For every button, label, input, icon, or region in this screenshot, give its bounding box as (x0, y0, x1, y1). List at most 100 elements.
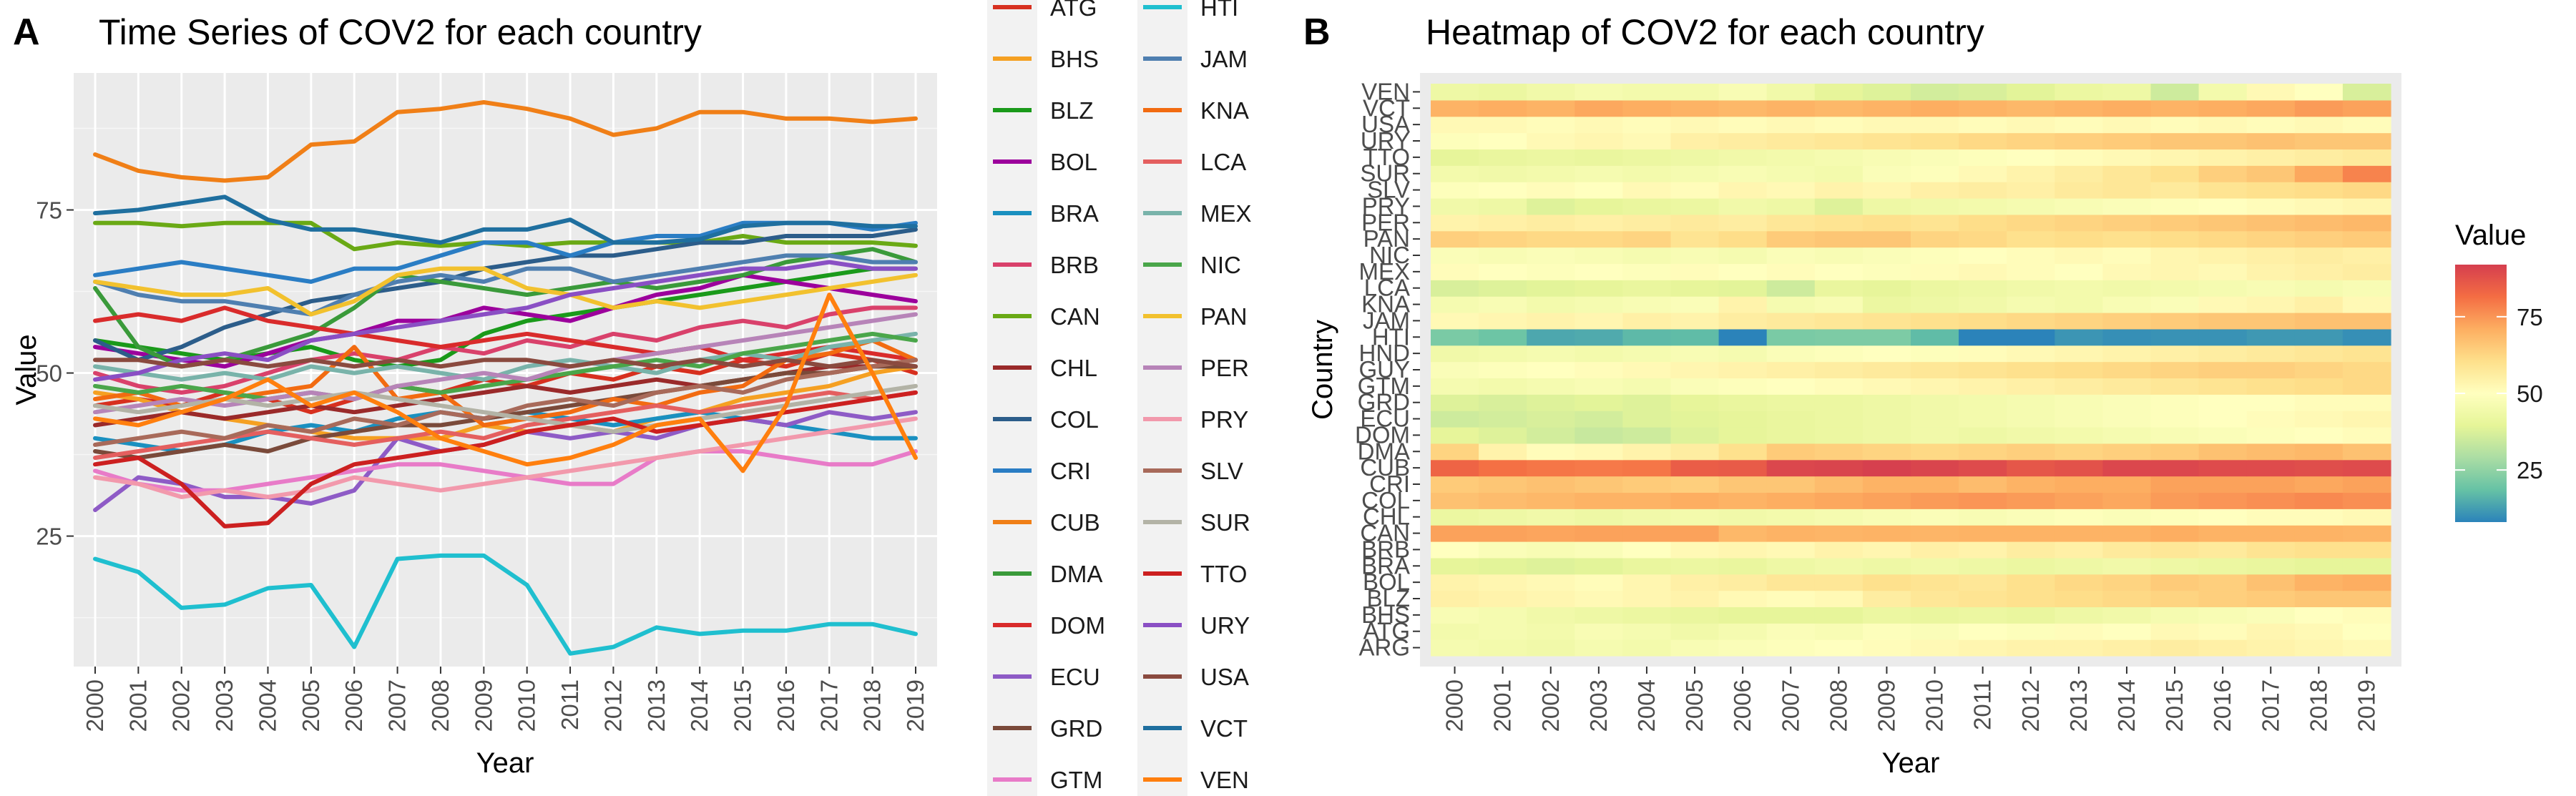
heatmap-cell-pry-2000 (1431, 198, 1479, 215)
chart-a-plot-area (74, 73, 937, 667)
legend-key-background (987, 0, 1037, 796)
y-tick-label-gtm: GTM (1358, 373, 1410, 399)
x-tick-label: 2013 (643, 679, 670, 732)
heatmap-cell-guy-2000 (1431, 361, 1479, 379)
x-tick-label: 2012 (2017, 679, 2044, 732)
heatmap-cell-mex-2001 (1479, 263, 1527, 280)
heatmap-cell-ven-2007 (1766, 84, 1816, 101)
heatmap-cell-pan-2005 (1670, 230, 1720, 248)
heatmap-cell-sur-2003 (1575, 165, 1623, 182)
heatmap-cell-usa-2009 (1862, 116, 1911, 134)
heatmap-cell-sur-2019 (2342, 165, 2391, 182)
heatmap-cell-vct-2010 (1911, 99, 1959, 117)
heatmap-cell-vct-2002 (1527, 99, 1575, 117)
heatmap-cell-hti-2015 (2150, 328, 2200, 346)
heatmap-cell-dom-2002 (1527, 427, 1575, 444)
heatmap-cell-pan-2016 (2198, 230, 2248, 248)
heatmap-cell-brb-2012 (2007, 541, 2055, 559)
legend-label-ecu: ECU (1050, 664, 1100, 690)
heatmap-cell-ven-2002 (1527, 84, 1575, 101)
heatmap-cell-lca-2018 (2294, 280, 2344, 297)
heatmap-cell-ury-2019 (2342, 132, 2391, 150)
heatmap-cell-lca-2005 (1670, 280, 1720, 297)
x-tick-label: 2012 (599, 679, 626, 732)
heatmap-cell-ury-2017 (2246, 132, 2296, 150)
heatmap-cell-nic-2016 (2198, 247, 2248, 265)
heatmap-cell-slv-2010 (1911, 182, 1959, 199)
heatmap-cell-ecu-2003 (1575, 411, 1623, 428)
heatmap-cell-cri-2015 (2150, 476, 2200, 493)
heatmap-cell-sur-2010 (1911, 165, 1959, 182)
heatmap-cell-col-2002 (1527, 492, 1575, 509)
legend-label-vct: VCT (1200, 715, 1248, 742)
heatmap-cell-col-2017 (2246, 492, 2296, 509)
heatmap-cell-nic-2013 (2055, 247, 2103, 265)
series-line-col (93, 227, 918, 363)
heatmap-cell-brb-2002 (1527, 541, 1575, 559)
heatmap-cell-bol-2005 (1670, 574, 1720, 591)
heatmap-cell-bhs-2017 (2246, 606, 2296, 624)
heatmap-cell-hti-2014 (2102, 328, 2152, 346)
heatmap-cell-slv-2001 (1479, 182, 1527, 199)
heatmap-cell-bhs-2002 (1527, 606, 1575, 624)
heatmap-cell-chl-2000 (1431, 508, 1479, 526)
heatmap-cell-can-2019 (2342, 525, 2391, 542)
heatmap-cell-bhs-2011 (1959, 606, 2007, 624)
heatmap-cell-guy-2019 (2342, 361, 2391, 379)
heatmap-cell-col-2000 (1431, 492, 1479, 509)
heatmap-cell-usa-2011 (1959, 116, 2007, 134)
heatmap-cell-guy-2011 (1959, 361, 2007, 379)
heatmap-cell-ecu-2019 (2342, 411, 2391, 428)
heatmap-cell-cub-2006 (1718, 459, 1768, 477)
heatmap-cell-bra-2007 (1766, 557, 1816, 575)
heatmap-cell-chl-2011 (1959, 508, 2007, 526)
heatmap-cell-can-2001 (1479, 525, 1527, 542)
heatmap-cell-blz-2009 (1862, 590, 1911, 608)
heatmap-cell-sur-2015 (2150, 165, 2200, 182)
heatmap-cell-dom-2008 (1814, 427, 1864, 444)
heatmap-cell-nic-2019 (2342, 247, 2391, 265)
heatmap-cell-brb-2009 (1862, 541, 1911, 559)
heatmap-cell-kna-2019 (2342, 296, 2391, 313)
heatmap-cell-ury-2003 (1575, 132, 1623, 150)
heatmap-cell-slv-2011 (1959, 182, 2007, 199)
heatmap-cell-bol-2004 (1622, 574, 1672, 591)
x-tick-label: 2003 (1585, 679, 1612, 732)
heatmap-cell-cub-2019 (2342, 459, 2391, 477)
y-tick-label-usa: USA (1361, 111, 1410, 137)
legend-label-cub: CUB (1050, 509, 1100, 536)
heatmap-cell-bra-2006 (1718, 557, 1768, 575)
heatmap-cell-gtm-2013 (2055, 378, 2103, 395)
heatmap-cell-ecu-2000 (1431, 411, 1479, 428)
heatmap-cell-dma-2007 (1766, 443, 1816, 461)
heatmap-cell-nic-2008 (1814, 247, 1864, 265)
heatmap-cell-bra-2003 (1575, 557, 1623, 575)
heatmap-cell-grd-2014 (2102, 394, 2152, 411)
heatmap-cell-arg-2012 (2007, 639, 2055, 657)
heatmap-cell-ven-2013 (2055, 84, 2103, 101)
heatmap-cell-dma-2015 (2150, 443, 2200, 461)
heatmap-cell-chl-2016 (2198, 508, 2248, 526)
y-tick-label-nic: NIC (1369, 242, 1410, 268)
heatmap-cell-hnd-2006 (1718, 345, 1768, 363)
legend-label-bol: BOL (1050, 149, 1097, 175)
x-tick-label: 2008 (427, 679, 454, 732)
legend-label-tto: TTO (1200, 561, 1247, 587)
y-tick-label-bra: BRA (1361, 552, 1410, 579)
heatmap-cell-ven-2008 (1814, 84, 1864, 101)
heatmap-cell-lca-2010 (1911, 280, 1959, 297)
heatmap-cell-bol-2018 (2294, 574, 2344, 591)
heatmap-cell-brb-2019 (2342, 541, 2391, 559)
heatmap-cell-lca-2014 (2102, 280, 2152, 297)
heatmap-cell-dma-2018 (2294, 443, 2344, 461)
heatmap-cell-cri-2009 (1862, 476, 1911, 493)
x-tick-label: 2016 (2209, 679, 2235, 732)
series-line-brb (93, 305, 918, 395)
heatmap-cell-vct-2017 (2246, 99, 2296, 117)
heatmap-cell-blz-2010 (1911, 590, 1959, 608)
heatmap-cell-blz-2012 (2007, 590, 2055, 608)
legend-label-blz: BLZ (1050, 97, 1094, 124)
heatmap-cell-tto-2018 (2294, 149, 2344, 166)
heatmap-cell-grd-2016 (2198, 394, 2248, 411)
heatmap-cell-kna-2012 (2007, 296, 2055, 313)
